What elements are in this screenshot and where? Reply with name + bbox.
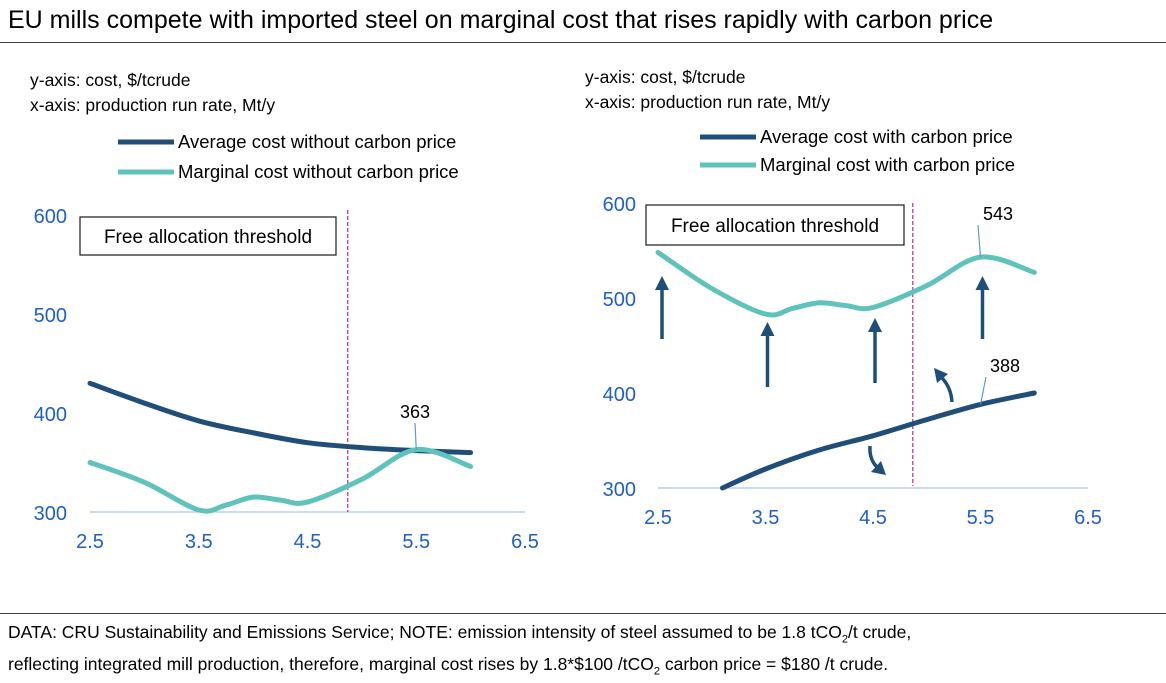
footer-divider [0, 613, 1166, 614]
x-tick-label: 4.5 [294, 531, 322, 553]
series-line-marginal-cost [655, 249, 1037, 318]
footer-note: DATA: CRU Sustainability and Emissions S… [8, 620, 1158, 683]
data-label-388: 388 [990, 356, 1020, 376]
curved-arrow-up-head [934, 368, 948, 383]
legend-label-2: Marginal cost without carbon price [178, 161, 459, 182]
footer-line1-text: DATA: CRU Sustainability and Emissions S… [8, 622, 842, 642]
footer-line2-subscript: 2 [653, 665, 661, 677]
x-tick-label: 3.5 [185, 531, 213, 553]
y-tick-label: 500 [34, 305, 67, 327]
uplift-arrow-head [655, 276, 669, 290]
x-tick-label: 6.5 [511, 531, 539, 553]
legend-label-1: Average cost with carbon price [760, 126, 1013, 147]
data-label-leader [414, 422, 417, 450]
threshold-label: Free allocation threshold [671, 216, 879, 237]
curved-arrow-up [938, 374, 954, 403]
uplift-arrow-head [760, 322, 775, 336]
series-line-marginal-cost [87, 447, 474, 514]
x-tick-label: 2.5 [644, 507, 672, 529]
x-tick-label: 4.5 [859, 507, 887, 529]
footer-line1-end: /t crude, [847, 622, 912, 642]
legend-label-1: Average cost without carbon price [178, 131, 456, 152]
uplift-arrow-head [975, 276, 990, 290]
legend-label-2: Marginal cost with carbon price [760, 154, 1015, 175]
x-tick-label: 2.5 [76, 531, 104, 553]
y-axis-label: y-axis: cost, $/tcrude [585, 67, 745, 87]
x-tick-label: 6.5 [1074, 507, 1102, 529]
threshold-label: Free allocation threshold [104, 227, 312, 248]
data-label-363: 363 [400, 402, 430, 422]
y-tick-label: 600 [34, 206, 67, 228]
y-tick-label: 600 [603, 194, 636, 216]
footer-line2-end: carbon price = $180 /t crude. [660, 653, 889, 674]
y-tick-label: 300 [603, 479, 636, 501]
threshold-label-box [645, 204, 905, 246]
x-axis-label: x-axis: production run rate, Mt/y [585, 92, 830, 112]
charts-canvas: y-axis: cost, $/tcrude x-axis: production… [30, 67, 1102, 553]
x-tick-label: 5.5 [967, 507, 995, 529]
curved-arrow-down [868, 445, 880, 470]
data-label-leader [977, 224, 982, 258]
footer-line1-subscript: 2 [841, 633, 848, 646]
title-divider [0, 42, 1166, 43]
x-axis-label: x-axis: production run rate, Mt/y [30, 95, 275, 115]
threshold-label-box [79, 216, 337, 256]
y-tick-label: 400 [34, 404, 67, 426]
y-axis-label: y-axis: cost, $/tcrude [30, 70, 190, 90]
y-tick-label: 300 [34, 503, 67, 525]
uplift-arrow-head [868, 318, 882, 332]
y-tick-label: 500 [603, 289, 636, 311]
x-tick-label: 5.5 [402, 531, 430, 553]
x-tick-label: 3.5 [752, 507, 780, 529]
y-tick-label: 400 [603, 384, 636, 406]
data-label-543: 543 [983, 204, 1013, 224]
curved-arrow-down-head [871, 461, 886, 475]
page-title: EU mills compete with imported steel on … [8, 6, 994, 34]
data-label-leader [979, 376, 987, 405]
series-line-average-cost [720, 390, 1037, 491]
footer-line2-text: reflecting integrated mill production, t… [8, 653, 654, 674]
